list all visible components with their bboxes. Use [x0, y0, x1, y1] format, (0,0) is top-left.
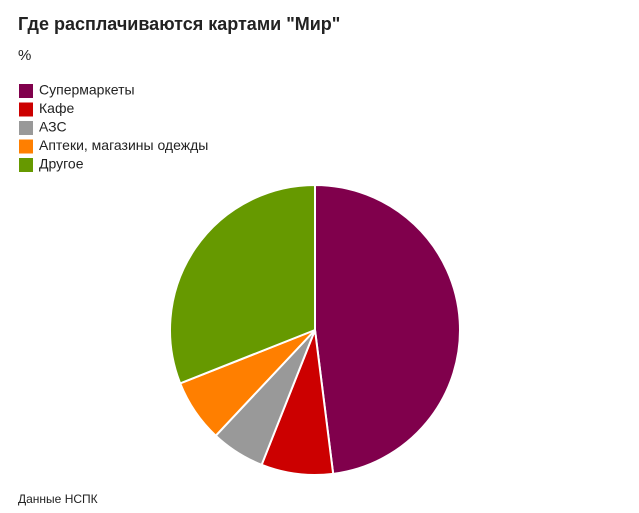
chart-subtitle: %: [18, 47, 31, 64]
legend-swatch: [19, 84, 33, 98]
legend-label: АЗС: [39, 119, 67, 135]
legend-label: Другое: [39, 156, 84, 172]
source-note: Данные НСПК: [18, 492, 98, 506]
chart-title: Где расплачиваются картами "Мир": [18, 14, 340, 34]
legend-label: Кафе: [39, 100, 74, 116]
legend-swatch: [19, 139, 33, 154]
legend-swatch: [19, 102, 33, 117]
legend-swatch: [19, 121, 33, 135]
legend-label: Супермаркеты: [39, 82, 135, 98]
pie-slice: [314, 183, 461, 475]
legend-swatch: [19, 158, 33, 172]
pie-slice: [169, 183, 316, 385]
legend-label: Аптеки, магазины одежды: [39, 137, 208, 153]
